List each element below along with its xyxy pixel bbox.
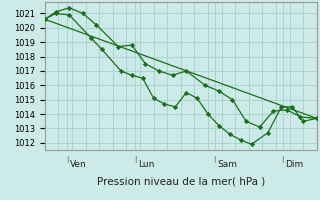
Text: Sam: Sam [218, 160, 237, 169]
Text: |: | [214, 156, 216, 163]
Text: Pression niveau de la mer( hPa ): Pression niveau de la mer( hPa ) [97, 177, 265, 187]
Text: |: | [134, 156, 137, 163]
Text: Lun: Lun [138, 160, 155, 169]
Text: |: | [66, 156, 68, 163]
Text: Ven: Ven [70, 160, 87, 169]
Text: |: | [282, 156, 284, 163]
Text: Dim: Dim [285, 160, 304, 169]
